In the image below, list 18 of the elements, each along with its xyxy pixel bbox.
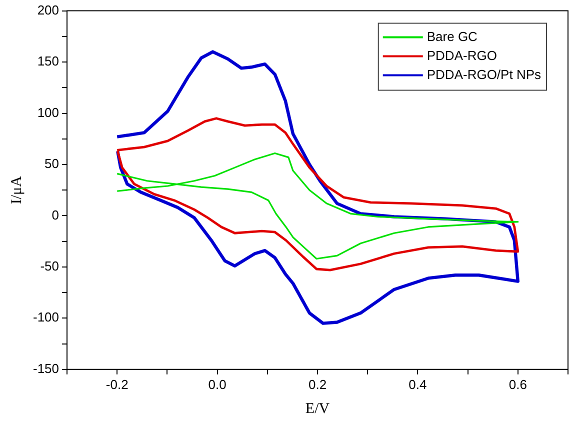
y-tick-label: 150 (37, 54, 60, 69)
y-tick-label: 100 (37, 104, 60, 120)
y-tick-label: -100 (32, 310, 60, 325)
x-tick-label: 0.0 (208, 376, 226, 392)
x-tick-label: 0.2 (308, 376, 327, 392)
y-tick-label: 200 (37, 2, 60, 18)
legend-label: Bare GC (426, 28, 478, 44)
x-tick-label: 0.4 (408, 376, 427, 392)
y-tick-label: 0 (52, 207, 60, 222)
legend-label: PDDA-RGO/Pt NPs (426, 66, 542, 82)
x-axis-title: E/V (305, 400, 330, 417)
y-tick-label: -150 (32, 360, 60, 376)
x-tick-label: -0.2 (106, 376, 128, 392)
y-axis-title: I/μA (8, 176, 25, 204)
legend-label: PDDA-RGO (426, 48, 497, 63)
x-tick-label: 0.6 (508, 376, 527, 392)
y-tick-label: -50 (40, 258, 60, 274)
y-tick-label: 50 (44, 156, 60, 172)
